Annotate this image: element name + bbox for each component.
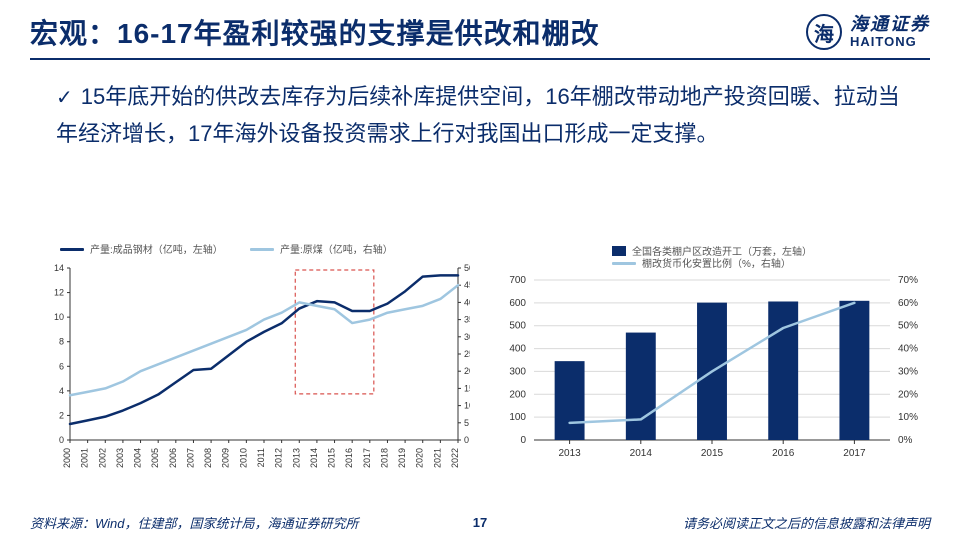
- svg-text:2020: 2020: [415, 448, 425, 468]
- bullet-block: ✓15年底开始的供改去库存为后续补库提供空间，16年棚改带动地产投资回暖、拉动当…: [0, 60, 960, 153]
- svg-text:5: 5: [464, 418, 469, 428]
- svg-text:2016: 2016: [772, 448, 795, 459]
- brand-logo-icon: 海: [806, 14, 842, 50]
- svg-text:50: 50: [464, 263, 470, 273]
- svg-text:产量:原煤（亿吨，右轴）: 产量:原煤（亿吨，右轴）: [280, 243, 393, 256]
- svg-text:2021: 2021: [432, 448, 442, 468]
- footer-source: 资料来源：Wind，住建部，国家统计局，海通证券研究所: [30, 513, 450, 532]
- svg-text:产量:成品钢材（亿吨，左轴）: 产量:成品钢材（亿吨，左轴）: [90, 243, 223, 256]
- svg-text:2014: 2014: [309, 448, 319, 468]
- svg-text:棚改货币化安置比例（%，右轴）: 棚改货币化安置比例（%，右轴）: [642, 257, 791, 270]
- svg-text:2017: 2017: [843, 448, 866, 459]
- svg-text:2015: 2015: [327, 448, 337, 468]
- svg-text:2001: 2001: [80, 448, 90, 468]
- svg-text:500: 500: [509, 321, 526, 332]
- svg-text:8: 8: [59, 337, 64, 347]
- svg-text:14: 14: [54, 263, 64, 273]
- chart-right-svg: 全国各类棚户区改造开工（万套，左轴）棚改货币化安置比例（%，右轴） 0 100 200…: [490, 240, 930, 480]
- svg-text:2015: 2015: [701, 448, 724, 459]
- svg-text:2017: 2017: [362, 448, 372, 468]
- brand-logo-en: HAITONG: [850, 35, 930, 49]
- chart-right: 全国各类棚户区改造开工（万套，左轴）棚改货币化安置比例（%，右轴） 0 100 200…: [490, 240, 930, 485]
- brand-logo: 海 海通证券 HAITONG: [806, 14, 930, 50]
- svg-text:10%: 10%: [898, 412, 918, 423]
- chart-left: 产量:成品钢材（亿吨，左轴） 产量:原煤（亿吨，右轴） 0 2 4 6 8 10 12 14 0 5 1…: [30, 240, 470, 485]
- svg-text:2002: 2002: [97, 448, 107, 468]
- svg-text:2013: 2013: [558, 448, 581, 459]
- check-icon: ✓: [56, 87, 73, 109]
- svg-text:2000: 2000: [62, 448, 72, 468]
- chart-left-svg: 产量:成品钢材（亿吨，左轴） 产量:原煤（亿吨，右轴） 0 2 4 6 8 10 12 14 0 5 1…: [30, 240, 470, 480]
- svg-text:35: 35: [464, 315, 470, 325]
- svg-text:10: 10: [54, 312, 64, 322]
- svg-text:0%: 0%: [898, 435, 913, 446]
- svg-text:70%: 70%: [898, 275, 918, 286]
- page-title: 宏观：16-17年盈利较强的支撑是供改和棚改: [30, 12, 806, 52]
- svg-text:6: 6: [59, 361, 64, 371]
- svg-text:20: 20: [464, 366, 470, 376]
- charts-row: 产量:成品钢材（亿吨，左轴） 产量:原煤（亿吨，右轴） 0 2 4 6 8 10 12 14 0 5 1…: [30, 240, 930, 485]
- footer-disclaimer: 请务必阅读正文之后的信息披露和法律声明: [510, 513, 930, 532]
- svg-text:60%: 60%: [898, 298, 918, 309]
- svg-text:4: 4: [59, 386, 64, 396]
- footer: 资料来源：Wind，住建部，国家统计局，海通证券研究所 17 请务必阅读正文之后…: [0, 513, 960, 532]
- svg-text:2: 2: [59, 410, 64, 420]
- svg-text:400: 400: [509, 344, 526, 355]
- svg-text:25: 25: [464, 349, 470, 359]
- svg-text:全国各类棚户区改造开工（万套，左轴）: 全国各类棚户区改造开工（万套，左轴）: [632, 245, 812, 258]
- svg-text:2006: 2006: [168, 448, 178, 468]
- brand-logo-text: 海通证券 HAITONG: [850, 15, 930, 49]
- svg-text:12: 12: [54, 288, 64, 298]
- svg-text:600: 600: [509, 298, 526, 309]
- svg-text:40: 40: [464, 297, 470, 307]
- brand-logo-cn: 海通证券: [850, 15, 930, 35]
- svg-text:300: 300: [509, 366, 526, 377]
- svg-text:0: 0: [59, 435, 64, 445]
- svg-text:2003: 2003: [115, 448, 125, 468]
- svg-text:15: 15: [464, 383, 470, 393]
- svg-text:2005: 2005: [150, 448, 160, 468]
- svg-text:2009: 2009: [221, 448, 231, 468]
- svg-text:2010: 2010: [238, 448, 248, 468]
- svg-text:2008: 2008: [203, 448, 213, 468]
- svg-text:2019: 2019: [397, 448, 407, 468]
- svg-text:30%: 30%: [898, 366, 918, 377]
- svg-text:2012: 2012: [274, 448, 284, 468]
- footer-page-number: 17: [450, 515, 510, 530]
- svg-text:100: 100: [509, 412, 526, 423]
- svg-text:200: 200: [509, 389, 526, 400]
- svg-text:2014: 2014: [630, 448, 653, 459]
- svg-text:700: 700: [509, 275, 526, 286]
- svg-text:10: 10: [464, 401, 470, 411]
- svg-text:20%: 20%: [898, 389, 918, 400]
- svg-text:40%: 40%: [898, 344, 918, 355]
- bullet-text: 15年底开始的供改去库存为后续补库提供空间，16年棚改带动地产投资回暖、拉动当年…: [56, 84, 900, 146]
- slide: 宏观：16-17年盈利较强的支撑是供改和棚改 海 海通证券 HAITONG ✓1…: [0, 0, 960, 540]
- svg-text:2022: 2022: [450, 448, 460, 468]
- svg-text:2011: 2011: [256, 448, 266, 467]
- svg-text:45: 45: [464, 280, 470, 290]
- svg-text:2018: 2018: [379, 448, 389, 468]
- svg-text:30: 30: [464, 332, 470, 342]
- svg-text:2016: 2016: [344, 448, 354, 468]
- header: 宏观：16-17年盈利较强的支撑是供改和棚改 海 海通证券 HAITONG: [0, 0, 960, 52]
- svg-text:0: 0: [464, 435, 469, 445]
- svg-text:2013: 2013: [291, 448, 301, 468]
- svg-text:0: 0: [520, 435, 526, 446]
- svg-text:2004: 2004: [133, 448, 143, 468]
- svg-text:50%: 50%: [898, 321, 918, 332]
- svg-text:2007: 2007: [185, 448, 195, 468]
